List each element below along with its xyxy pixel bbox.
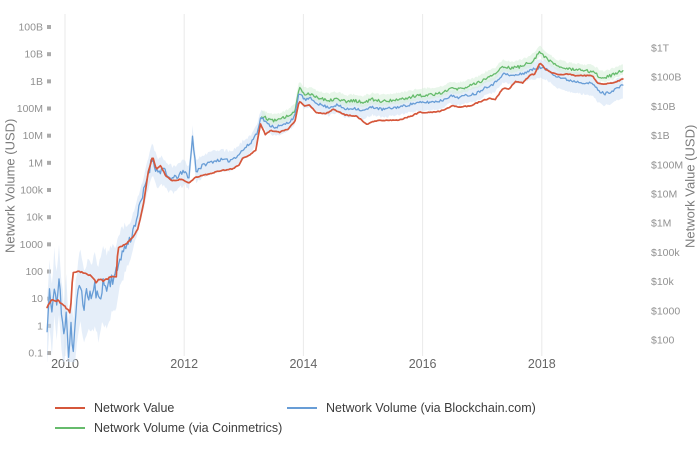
left-axis-tick-mark	[47, 133, 51, 138]
left-axis-title: Network Volume (USD)	[2, 118, 18, 254]
legend-label-network-value: Network Value	[94, 401, 175, 415]
right-axis-tick-label: $100k	[651, 247, 680, 259]
left-axis-tick-mark	[47, 106, 51, 111]
left-axis-tick-label: 1M	[28, 157, 43, 169]
left-axis-tick-mark	[47, 160, 51, 165]
x-axis-tick-label: 2016	[409, 357, 437, 371]
legend-label-volume-coinmetrics: Network Volume (via Coinmetrics)	[94, 421, 283, 435]
right-axis-tick-label: $1000	[651, 305, 680, 317]
x-axis-tick-label: 2018	[528, 357, 556, 371]
plot-area	[46, 45, 624, 362]
left-axis-tick-label: 10M	[23, 130, 43, 142]
right-axis-tick-label: $100M	[651, 159, 683, 171]
x-axis-tick-label: 2012	[170, 357, 198, 371]
volume-band-coinmetrics	[261, 45, 623, 126]
legend-item-volume-coinmetrics[interactable]: Network Volume (via Coinmetrics)	[55, 419, 282, 437]
left-axis-tick-label: 10	[31, 293, 43, 305]
volume-band-blockchain	[47, 59, 623, 362]
right-axis-tick-label: $100B	[651, 72, 681, 84]
left-axis-tick-label: 100	[25, 266, 43, 278]
legend-swatch-volume-coinmetrics	[55, 427, 85, 429]
legend-item-volume-blockchain[interactable]: Network Volume (via Blockchain.com)	[287, 399, 536, 417]
left-axis-tick-mark	[47, 188, 51, 193]
left-axis-tick-mark	[47, 52, 51, 57]
left-axis-tick-mark	[47, 351, 51, 356]
left-axis-tick-label: 10B	[24, 49, 43, 61]
right-axis-tick-label: $10B	[651, 101, 676, 113]
right-axis-tick-label: $10k	[651, 276, 675, 288]
right-axis: $1T $100B $10B $1B $100M $10M $1M $100k $10k $100…	[651, 43, 683, 347]
legend-item-network-value[interactable]: Network Value	[55, 399, 174, 417]
network-value-line	[46, 62, 624, 314]
right-axis-tick-label: $100	[651, 335, 675, 347]
chart-canvas[interactable]: 2010 2012 2014 2016 2018100B10B1B100M10M1M10…	[0, 0, 700, 392]
legend-label-volume-blockchain: Network Volume (via Blockchain.com)	[326, 401, 536, 415]
left-axis-tick-label: 1B	[30, 76, 43, 88]
left-axis-tick-label: 0.1	[28, 348, 43, 360]
left-axis-tick-label: 100k	[20, 185, 44, 197]
left-axis-tick-mark	[47, 79, 51, 84]
right-axis-tick-label: $1M	[651, 218, 671, 230]
x-axis-tick-label: 2014	[289, 357, 317, 371]
right-axis-tick-label: $1T	[651, 43, 670, 55]
left-axis-tick-label: 1000	[20, 239, 44, 251]
network-volume-blockchain-line	[46, 65, 624, 359]
legend-swatch-volume-blockchain	[287, 407, 317, 409]
network-volume-coinmetrics-line	[261, 50, 624, 123]
left-axis-tick-mark	[47, 25, 51, 29]
x-grid: 2010 2012 2014 2016 2018	[51, 14, 556, 371]
left-axis: 100B 10B 1B 100M 10M 1M 100k 10k 1000 100 10 1 0.1	[17, 22, 51, 360]
left-axis-tick-label: 100M	[17, 103, 43, 115]
right-axis-tick-label: $10M	[651, 189, 677, 201]
legend-swatch-network-value	[55, 407, 85, 409]
left-axis-tick-mark	[47, 215, 51, 220]
left-axis-tick-mark	[47, 242, 51, 247]
left-axis-tick-label: 1	[37, 320, 43, 332]
right-axis-tick-label: $1B	[651, 130, 670, 142]
left-axis-tick-label: 10k	[26, 212, 44, 224]
right-axis-title: Network Value (USD)	[682, 124, 698, 248]
left-axis-tick-label: 100B	[18, 22, 43, 34]
